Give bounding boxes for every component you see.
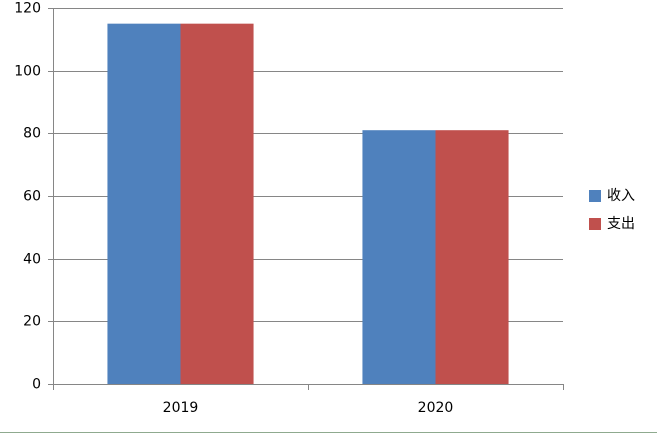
legend-label: 收入 (607, 188, 635, 204)
bar (107, 23, 181, 385)
legend-label: 支出 (607, 216, 635, 232)
y-tick-label: 100 (14, 64, 41, 80)
x-tick-label: 2019 (163, 400, 199, 416)
y-tick-label: 20 (23, 314, 41, 330)
bar (180, 23, 254, 385)
bar (435, 130, 509, 384)
bar (362, 130, 436, 384)
y-tick-label: 60 (23, 189, 41, 205)
y-tick-label: 80 (23, 126, 41, 142)
y-tick-label: 40 (23, 252, 41, 268)
y-tick-label: 120 (14, 1, 41, 17)
y-tick-label: 0 (32, 377, 41, 393)
x-tick-label: 2020 (418, 400, 454, 416)
legend-swatch (589, 218, 601, 230)
legend-swatch (589, 190, 601, 202)
